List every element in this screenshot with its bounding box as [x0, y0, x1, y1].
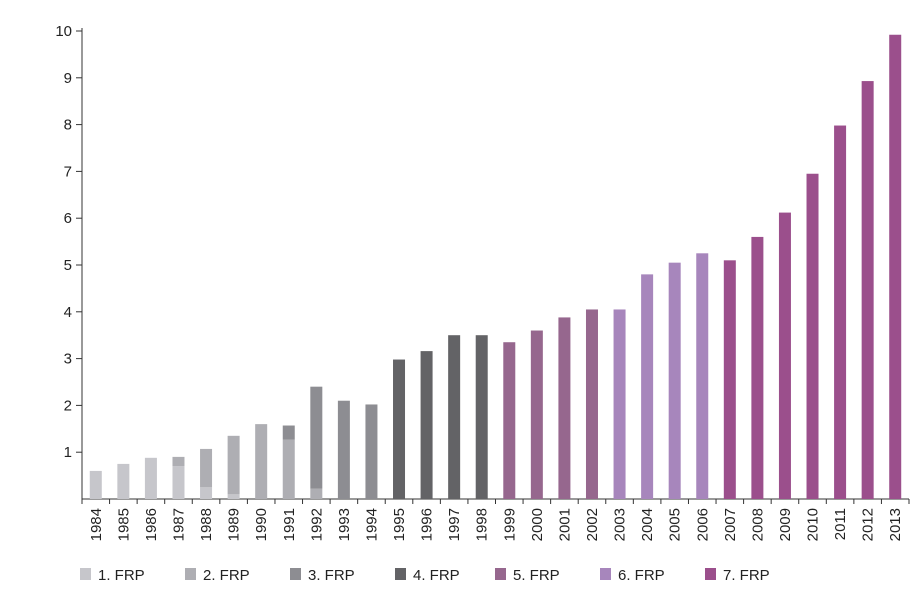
x-tick-label: 2012	[860, 508, 877, 541]
x-tick-label: 2006	[694, 508, 711, 541]
bar-segment	[530, 330, 543, 499]
bar-segment	[806, 173, 819, 500]
x-tick-label: 1988	[198, 508, 215, 541]
y-tick-label: 6	[64, 210, 72, 227]
x-tick-label: 2005	[667, 508, 684, 541]
x-tick-label: 1995	[391, 508, 408, 541]
bar-segment	[778, 212, 791, 500]
bar-segment	[282, 439, 295, 499]
y-tick-label: 10	[55, 23, 72, 40]
legend-label: 5. FRP	[513, 567, 560, 584]
x-tick-label: 1990	[253, 508, 270, 541]
bar-segment	[889, 34, 902, 500]
y-tick-label: 9	[64, 70, 72, 87]
legend-swatch	[495, 568, 506, 580]
bar-segment	[310, 488, 323, 499]
bar-segment	[200, 487, 213, 499]
bar-segment	[861, 81, 874, 500]
legend-swatch	[185, 568, 196, 580]
x-tick-label: 2011	[832, 508, 849, 540]
legend-swatch	[290, 568, 301, 580]
bar-segment	[200, 448, 213, 488]
x-tick-label: 2013	[887, 508, 904, 541]
bar-segment	[227, 435, 240, 495]
y-tick-label: 2	[64, 397, 72, 414]
x-tick-label: 2003	[612, 508, 629, 541]
legend-swatch	[80, 568, 91, 580]
x-axis-ticks: 1984 1985 1986 1987 1988 1989 1990 1991 1992 1993…	[81, 499, 910, 541]
legend-label: 4. FRP	[413, 567, 460, 584]
legend-label: 2. FRP	[203, 567, 250, 584]
legend-swatch	[705, 568, 716, 580]
bar-segment	[558, 317, 571, 499]
chart-legend: 1. FRP 2. FRP 3. FRP 4. FRP 5. FRP 6. FRP 7. F…	[80, 567, 770, 584]
bar-segment	[255, 424, 268, 499]
bar-segment	[834, 125, 847, 499]
x-tick-label: 1987	[170, 508, 187, 541]
bar-segment	[172, 456, 185, 467]
legend-label: 7. FRP	[723, 567, 770, 584]
x-tick-label: 1994	[363, 508, 380, 541]
x-tick-label: 1999	[501, 508, 518, 541]
legend-swatch	[395, 568, 406, 580]
bar-segment	[310, 386, 323, 489]
bar-segment	[172, 466, 185, 499]
y-tick-label: 5	[64, 257, 72, 274]
y-tick-label: 3	[64, 351, 72, 368]
bar-segment	[751, 236, 764, 500]
x-tick-label: 2001	[556, 508, 573, 541]
bar-segment	[393, 359, 406, 499]
x-tick-label: 2010	[805, 508, 822, 541]
y-tick-label: 7	[64, 163, 72, 180]
bar-segment	[585, 309, 598, 499]
bar-segment	[641, 274, 654, 499]
y-tick-label: 4	[64, 304, 72, 321]
x-tick-label: 2004	[639, 508, 656, 541]
x-tick-label: 2000	[529, 508, 546, 541]
x-tick-label: 1993	[336, 508, 353, 541]
x-tick-label: 1986	[143, 508, 160, 541]
legend-swatch	[600, 568, 611, 580]
bar-segment	[420, 351, 433, 499]
bar-segment	[227, 494, 240, 499]
bar-segment	[448, 335, 461, 499]
bar-segment	[282, 425, 295, 440]
x-tick-label: 2007	[722, 508, 739, 541]
bar-segment	[723, 260, 736, 499]
x-tick-label: 1989	[226, 508, 243, 541]
x-tick-label: 1984	[88, 508, 105, 541]
bar-segment	[696, 253, 709, 499]
x-tick-label: 1997	[446, 508, 463, 541]
x-tick-label: 2009	[777, 508, 794, 541]
y-tick-label: 8	[64, 117, 72, 134]
x-tick-label: 1992	[308, 508, 325, 541]
bar-segment	[117, 463, 130, 499]
legend-label: 1. FRP	[98, 567, 145, 584]
x-tick-label: 1985	[115, 508, 132, 541]
x-tick-label: 2002	[584, 508, 601, 541]
legend-label: 3. FRP	[308, 567, 355, 584]
bar-segment	[475, 335, 488, 499]
bar-segment	[613, 309, 626, 499]
y-tick-label: 1	[64, 444, 72, 461]
x-tick-label: 1998	[474, 508, 491, 541]
bar-segment	[668, 262, 681, 499]
bar-segment	[365, 404, 378, 499]
x-tick-label: 1996	[419, 508, 436, 541]
bar-segment	[89, 470, 102, 499]
legend-label: 6. FRP	[618, 567, 665, 584]
chart-bars	[89, 34, 902, 500]
x-tick-label: 2008	[749, 508, 766, 541]
y-axis-ticks: 1 2 3 4 5 6 7 8 9 10	[55, 23, 82, 461]
bar-segment	[144, 457, 157, 499]
bar-segment	[503, 342, 516, 499]
bar-segment	[337, 400, 350, 499]
x-tick-label: 1991	[281, 508, 298, 541]
